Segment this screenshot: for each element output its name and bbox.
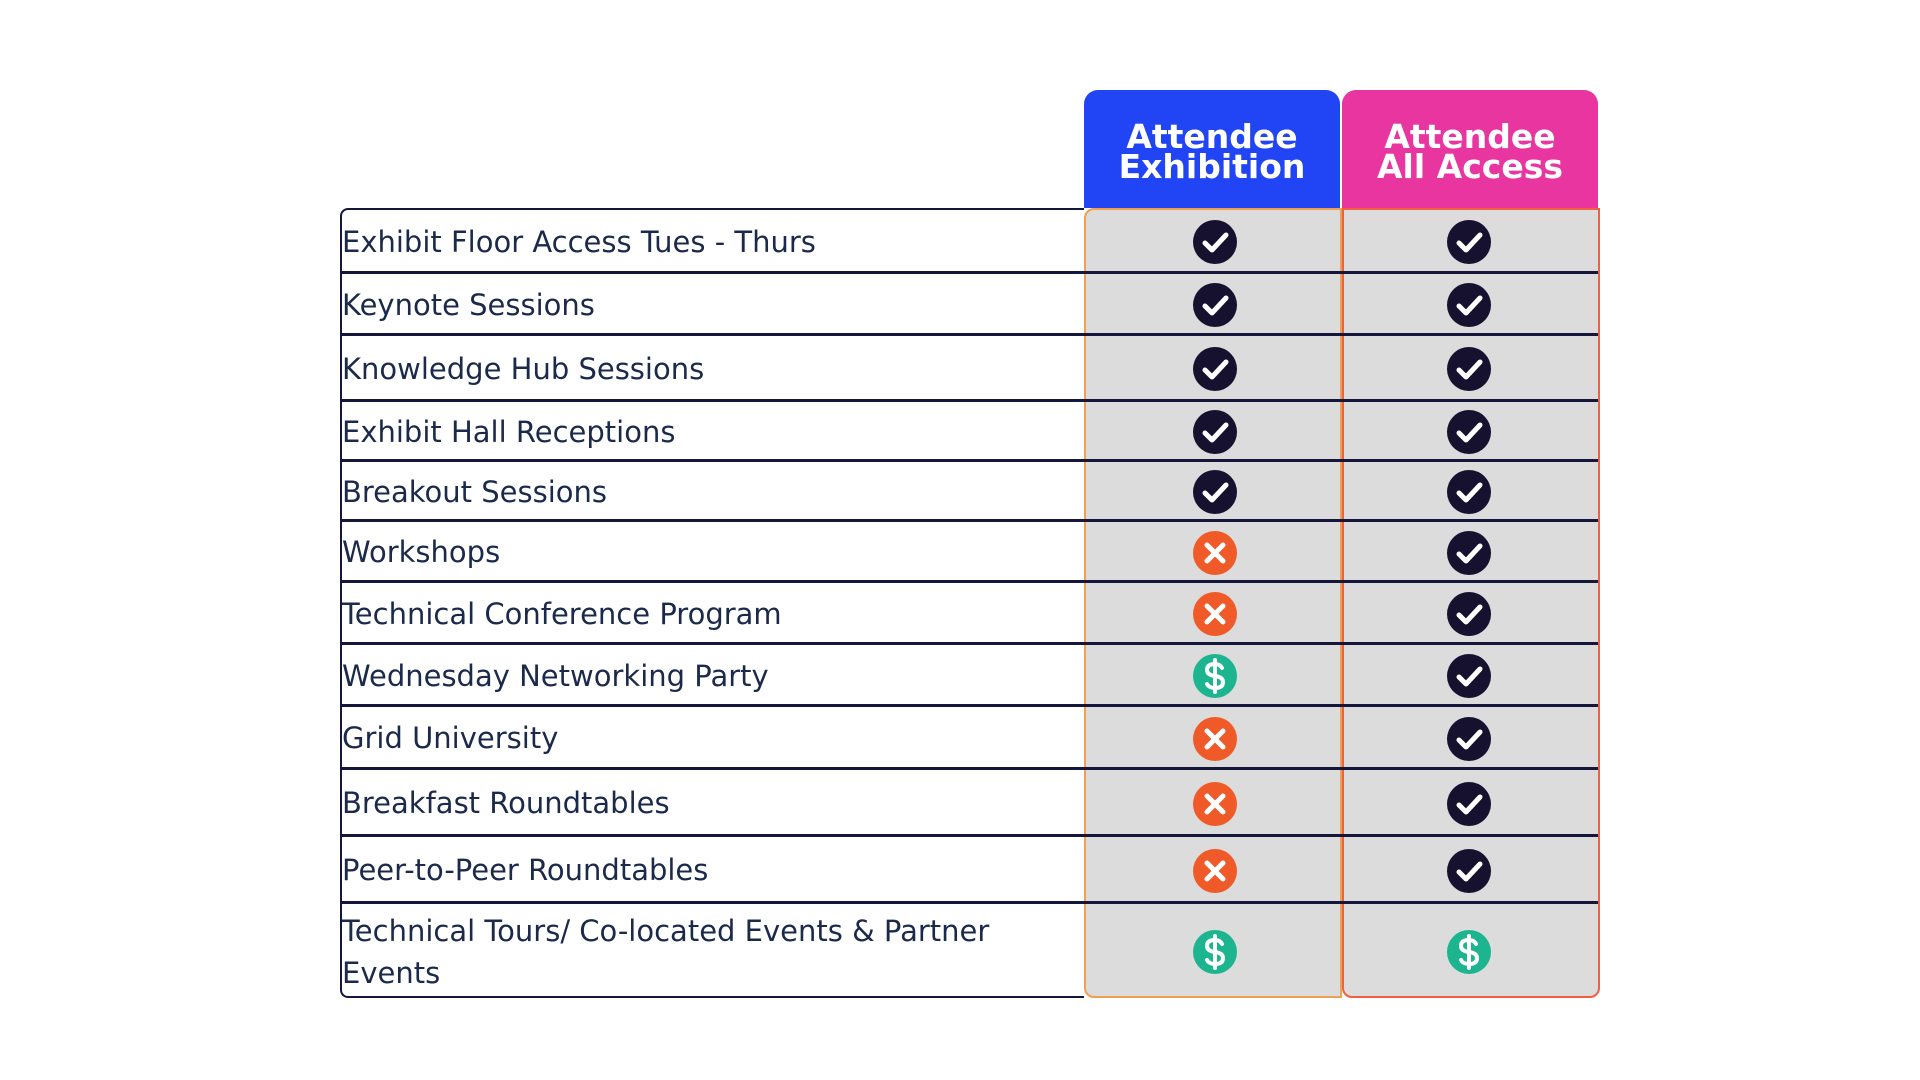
feature-label: Knowledge Hub Sessions	[342, 351, 705, 386]
feature-label: Workshops	[342, 535, 501, 569]
paid-icon	[1193, 930, 1237, 974]
header-line: All Access	[1377, 147, 1563, 186]
feature-label: Grid University	[342, 721, 559, 755]
row-divider	[340, 271, 1598, 274]
header-line: Attendee	[1126, 117, 1298, 156]
check-icon	[1447, 716, 1491, 761]
row-divider	[340, 333, 1598, 336]
feature-label: Technical Tours/ Co-located Events & Par…	[342, 913, 990, 990]
row-divider	[340, 834, 1598, 837]
label-column	[340, 208, 1084, 998]
feature-label: Exhibit Hall Receptions	[342, 414, 676, 449]
check-icon	[1447, 470, 1491, 514]
check-icon	[1193, 410, 1237, 454]
row-divider	[340, 901, 1598, 904]
feature-label: Technical Conference Program	[342, 596, 782, 631]
check-icon	[1193, 470, 1237, 514]
feature-label: Exhibit Floor Access Tues - Thurs	[342, 224, 816, 259]
paid-icon	[1193, 654, 1237, 698]
feature-label: Breakout Sessions	[342, 474, 608, 509]
header-line: Exhibition	[1118, 147, 1306, 186]
column-header: Attendee Exhibition	[1084, 90, 1340, 208]
cross-icon	[1193, 530, 1237, 575]
check-icon	[1447, 848, 1491, 893]
feature-label: Wednesday Networking Party	[342, 658, 769, 693]
check-icon	[1447, 654, 1491, 698]
header-line: Attendee	[1384, 117, 1556, 156]
row-divider	[340, 704, 1598, 707]
check-icon	[1447, 410, 1491, 454]
feature-label: Breakfast Roundtables	[342, 786, 670, 820]
check-icon	[1193, 283, 1237, 327]
cross-icon	[1193, 716, 1237, 761]
row-divider	[340, 519, 1598, 522]
check-icon	[1447, 530, 1491, 575]
row-divider	[340, 459, 1598, 462]
check-icon	[1447, 592, 1491, 636]
row-divider	[340, 767, 1598, 770]
row-divider	[340, 642, 1598, 645]
row-divider	[340, 399, 1598, 402]
check-icon	[1193, 347, 1237, 391]
check-icon	[1447, 781, 1491, 826]
check-icon	[1447, 347, 1491, 391]
check-icon	[1447, 220, 1491, 264]
cross-icon	[1193, 592, 1237, 636]
column-header: Attendee All Access	[1342, 90, 1598, 208]
check-icon	[1447, 283, 1491, 327]
row-divider	[340, 580, 1598, 583]
feature-label: Peer-to-Peer Roundtables	[342, 853, 709, 887]
paid-icon	[1447, 930, 1491, 974]
cross-icon	[1193, 781, 1237, 826]
cross-icon	[1193, 848, 1237, 893]
feature-label: Keynote Sessions	[342, 287, 595, 322]
check-icon	[1193, 220, 1237, 264]
